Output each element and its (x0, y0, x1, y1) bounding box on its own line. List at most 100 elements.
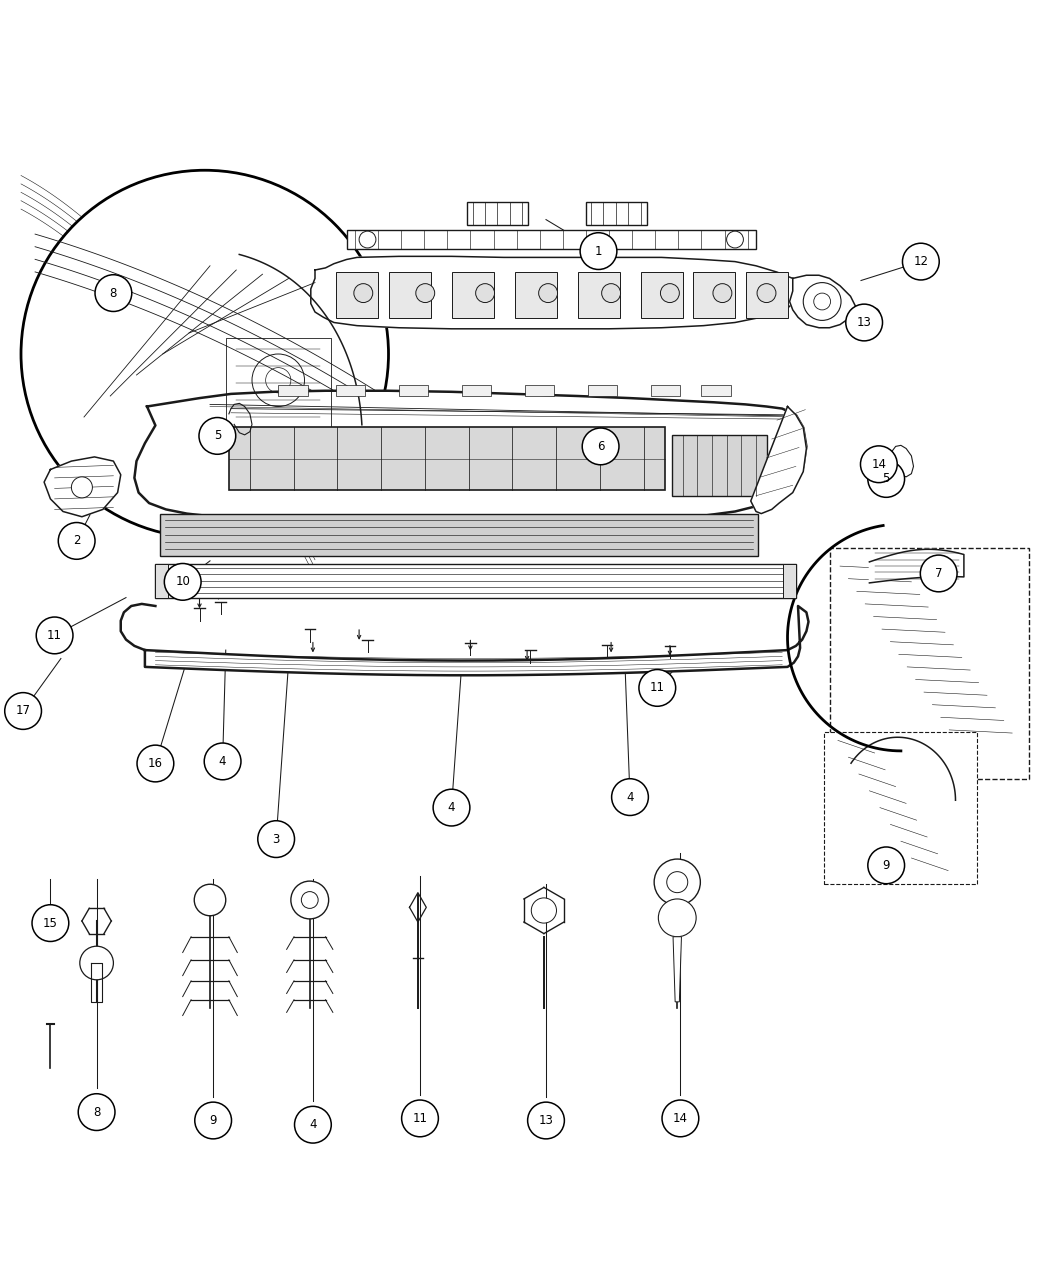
Circle shape (359, 231, 376, 247)
Bar (640, 272, 682, 319)
Bar (336, 385, 365, 397)
Bar (824, 732, 976, 885)
Text: 4: 4 (218, 755, 227, 768)
Circle shape (78, 1094, 116, 1131)
Circle shape (539, 283, 558, 302)
Polygon shape (673, 937, 681, 1002)
Bar (160, 514, 758, 556)
Circle shape (354, 283, 373, 302)
Circle shape (531, 898, 556, 923)
Text: 3: 3 (272, 833, 280, 845)
Circle shape (602, 283, 621, 302)
Bar (701, 385, 731, 397)
Bar (693, 272, 735, 319)
Polygon shape (869, 550, 964, 583)
FancyBboxPatch shape (672, 435, 766, 496)
Circle shape (36, 617, 72, 654)
Text: 11: 11 (47, 629, 62, 641)
Bar (746, 272, 788, 319)
Circle shape (416, 283, 435, 302)
Circle shape (32, 905, 69, 941)
Circle shape (860, 446, 897, 483)
Bar (588, 385, 617, 397)
Circle shape (476, 283, 495, 302)
Circle shape (4, 692, 41, 729)
Bar (467, 201, 528, 224)
Circle shape (654, 859, 700, 905)
Polygon shape (751, 407, 806, 514)
Polygon shape (145, 606, 808, 676)
Bar (783, 564, 796, 598)
Text: 4: 4 (447, 801, 456, 815)
Text: 13: 13 (857, 316, 872, 329)
Bar (525, 385, 554, 397)
Polygon shape (311, 256, 798, 329)
Circle shape (194, 885, 226, 915)
FancyBboxPatch shape (229, 427, 665, 491)
Text: 9: 9 (209, 1114, 217, 1127)
Text: 11: 11 (650, 681, 665, 695)
Text: 12: 12 (914, 255, 928, 268)
Circle shape (580, 233, 617, 269)
Polygon shape (134, 390, 806, 524)
Circle shape (846, 305, 882, 340)
Bar (346, 230, 756, 249)
Text: 5: 5 (213, 430, 222, 442)
Bar (578, 272, 619, 319)
Circle shape (658, 899, 696, 937)
Circle shape (294, 1107, 332, 1144)
Bar (336, 272, 378, 319)
Text: 15: 15 (43, 917, 58, 929)
Circle shape (58, 523, 94, 560)
Circle shape (291, 881, 329, 919)
Circle shape (71, 477, 92, 497)
Bar (462, 385, 491, 397)
Circle shape (258, 821, 294, 858)
Circle shape (867, 460, 904, 497)
Bar (586, 201, 647, 224)
Polygon shape (790, 275, 856, 328)
Text: 11: 11 (413, 1112, 427, 1125)
Text: 10: 10 (175, 575, 190, 588)
Text: 9: 9 (882, 859, 890, 872)
Circle shape (727, 231, 743, 247)
Circle shape (200, 417, 235, 454)
Text: 4: 4 (626, 790, 634, 803)
Text: 5: 5 (882, 473, 890, 486)
Text: 1: 1 (594, 245, 603, 258)
Text: 16: 16 (148, 757, 163, 770)
Circle shape (867, 847, 904, 884)
Bar (514, 272, 556, 319)
Bar (388, 272, 430, 319)
Circle shape (638, 669, 676, 706)
Polygon shape (44, 456, 121, 516)
Circle shape (660, 283, 679, 302)
Text: 14: 14 (872, 458, 886, 470)
Circle shape (80, 946, 113, 979)
Bar (830, 548, 1029, 779)
Bar (452, 272, 494, 319)
Bar (651, 385, 680, 397)
Circle shape (21, 171, 388, 538)
Polygon shape (121, 604, 155, 650)
Text: 2: 2 (72, 534, 81, 547)
Circle shape (433, 789, 470, 826)
Circle shape (582, 428, 618, 465)
Text: 13: 13 (539, 1114, 553, 1127)
Circle shape (195, 1102, 231, 1139)
Circle shape (136, 745, 174, 782)
Text: 4: 4 (309, 1118, 317, 1131)
Text: 17: 17 (16, 705, 30, 718)
Circle shape (527, 1102, 565, 1139)
Bar (155, 564, 168, 598)
Text: 8: 8 (109, 287, 118, 300)
Circle shape (903, 244, 940, 280)
Text: 8: 8 (92, 1105, 101, 1118)
Circle shape (713, 283, 732, 302)
Circle shape (164, 564, 201, 601)
Circle shape (96, 274, 132, 311)
Text: 14: 14 (673, 1112, 688, 1125)
Circle shape (611, 779, 649, 816)
Bar (399, 385, 428, 397)
Text: 7: 7 (934, 567, 943, 580)
